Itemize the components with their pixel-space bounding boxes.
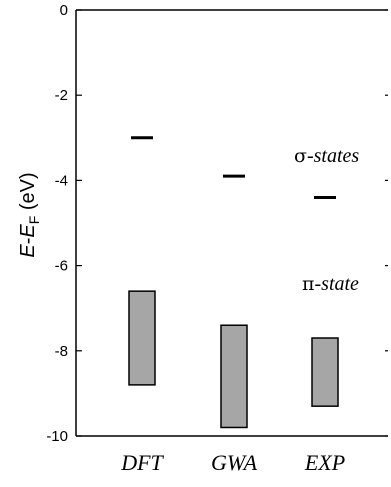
- category-label-exp: EXP: [304, 450, 345, 475]
- y-tick-label: -10: [46, 428, 68, 445]
- y-ticks: 0 -2 -4 -6 -8 -10: [46, 2, 388, 445]
- pi-state-bands: [128, 290, 339, 429]
- sigma-state-levels: [131, 136, 336, 199]
- y-tick-label: -8: [55, 343, 68, 360]
- category-label-gwa: GWA: [211, 450, 258, 475]
- category-label-dft: DFT: [120, 450, 164, 475]
- y-tick-label: -4: [55, 172, 68, 189]
- category-labels: DFT GWA EXP: [120, 450, 345, 475]
- y-tick-label: 0: [60, 2, 68, 19]
- axes: [75, 9, 388, 437]
- sigma-states-annotation: σ-states: [294, 145, 359, 167]
- pi-state-band-gwa: [220, 324, 248, 429]
- y-tick-label: -2: [55, 87, 68, 104]
- pi-state-annotation: π-state: [302, 273, 359, 295]
- y-tick-label: -6: [55, 258, 68, 275]
- pi-state-band-dft: [128, 290, 156, 386]
- pi-state-band-exp: [311, 337, 339, 407]
- y-axis-label: E-EF (eV): [17, 172, 42, 257]
